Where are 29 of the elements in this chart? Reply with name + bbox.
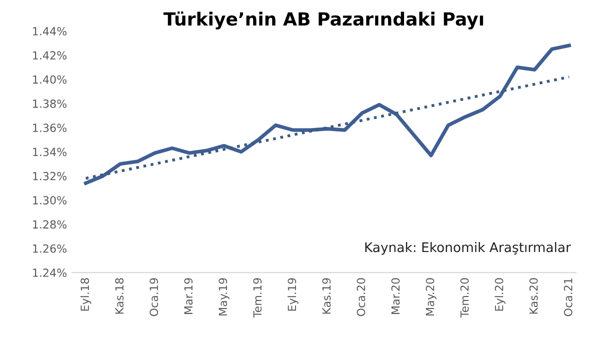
x-tick-label: Tem.20 xyxy=(460,278,469,318)
y-tick-label: 1.42% xyxy=(33,51,67,60)
y-tick-label: 1.40% xyxy=(33,75,67,84)
y-tick-label: 1.28% xyxy=(33,220,67,229)
x-tick-label: Kas.18 xyxy=(115,278,124,314)
y-tick-label: 1.34% xyxy=(33,148,67,156)
x-tick-label: Kas.19 xyxy=(322,278,331,314)
x-tick-label: Kas.20 xyxy=(529,278,538,314)
x-tick-label: May.20 xyxy=(426,278,436,316)
y-tick-label: 1.32% xyxy=(33,172,67,180)
x-tick-label: Oca.20 xyxy=(356,278,366,316)
x-tick-label: Oca.19 xyxy=(150,278,158,316)
x-tick-label: Mar.19 xyxy=(184,278,193,314)
y-tick-label: 1.30% xyxy=(33,196,67,204)
x-tick-label: Eyl.18 xyxy=(80,278,92,311)
chart-title: Türkiye’nin AB Pazarındaki Payı xyxy=(164,12,484,30)
line-series xyxy=(84,44,571,185)
y-tick-label: 1.26% xyxy=(33,244,67,253)
y-tick-label: 1.38% xyxy=(33,99,67,108)
y-tick-label: 1.24% xyxy=(33,268,67,277)
y-tick-label: 1.44% xyxy=(33,27,67,36)
x-tick-label: Eyl.19 xyxy=(288,278,298,311)
x-tick-label: Mar.20 xyxy=(391,278,400,314)
x-tick-label: Eyl.20 xyxy=(494,278,506,311)
annotation: Kaynak: Ekonomik Araştırmalar xyxy=(365,242,571,255)
y-tick-label: 1.36% xyxy=(33,124,67,132)
x-tick-label: May.19 xyxy=(218,278,230,316)
x-tick-label: Tem.19 xyxy=(253,278,262,318)
x-tick-label: Oca.21 xyxy=(564,278,572,316)
